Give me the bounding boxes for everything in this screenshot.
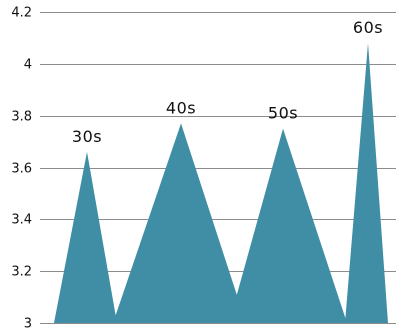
data-label-60s: 60s bbox=[353, 18, 383, 37]
data-labels: 30s 40s 50s 60s bbox=[72, 18, 383, 146]
peak-60s bbox=[345, 43, 388, 323]
y-axis-tick-labels: 3 3.2 3.4 3.6 3.8 4 4.2 bbox=[11, 6, 32, 331]
peak-30s bbox=[54, 151, 117, 323]
y-tick-label: 4 bbox=[24, 58, 32, 73]
y-tick-label: 4.2 bbox=[11, 6, 32, 21]
y-tick-label: 3 bbox=[24, 317, 32, 331]
series-peaks bbox=[54, 43, 388, 324]
data-label-50s: 50s bbox=[268, 104, 298, 123]
data-label-30s: 30s bbox=[72, 127, 102, 146]
y-tick-label: 3.8 bbox=[11, 110, 32, 125]
peak-50s bbox=[229, 128, 347, 323]
y-tick-label: 3.4 bbox=[11, 213, 32, 228]
y-tick-label: 3.2 bbox=[11, 265, 32, 280]
peak-40s bbox=[113, 123, 246, 324]
data-label-40s: 40s bbox=[166, 98, 196, 117]
y-tick-label: 3.6 bbox=[11, 162, 32, 177]
